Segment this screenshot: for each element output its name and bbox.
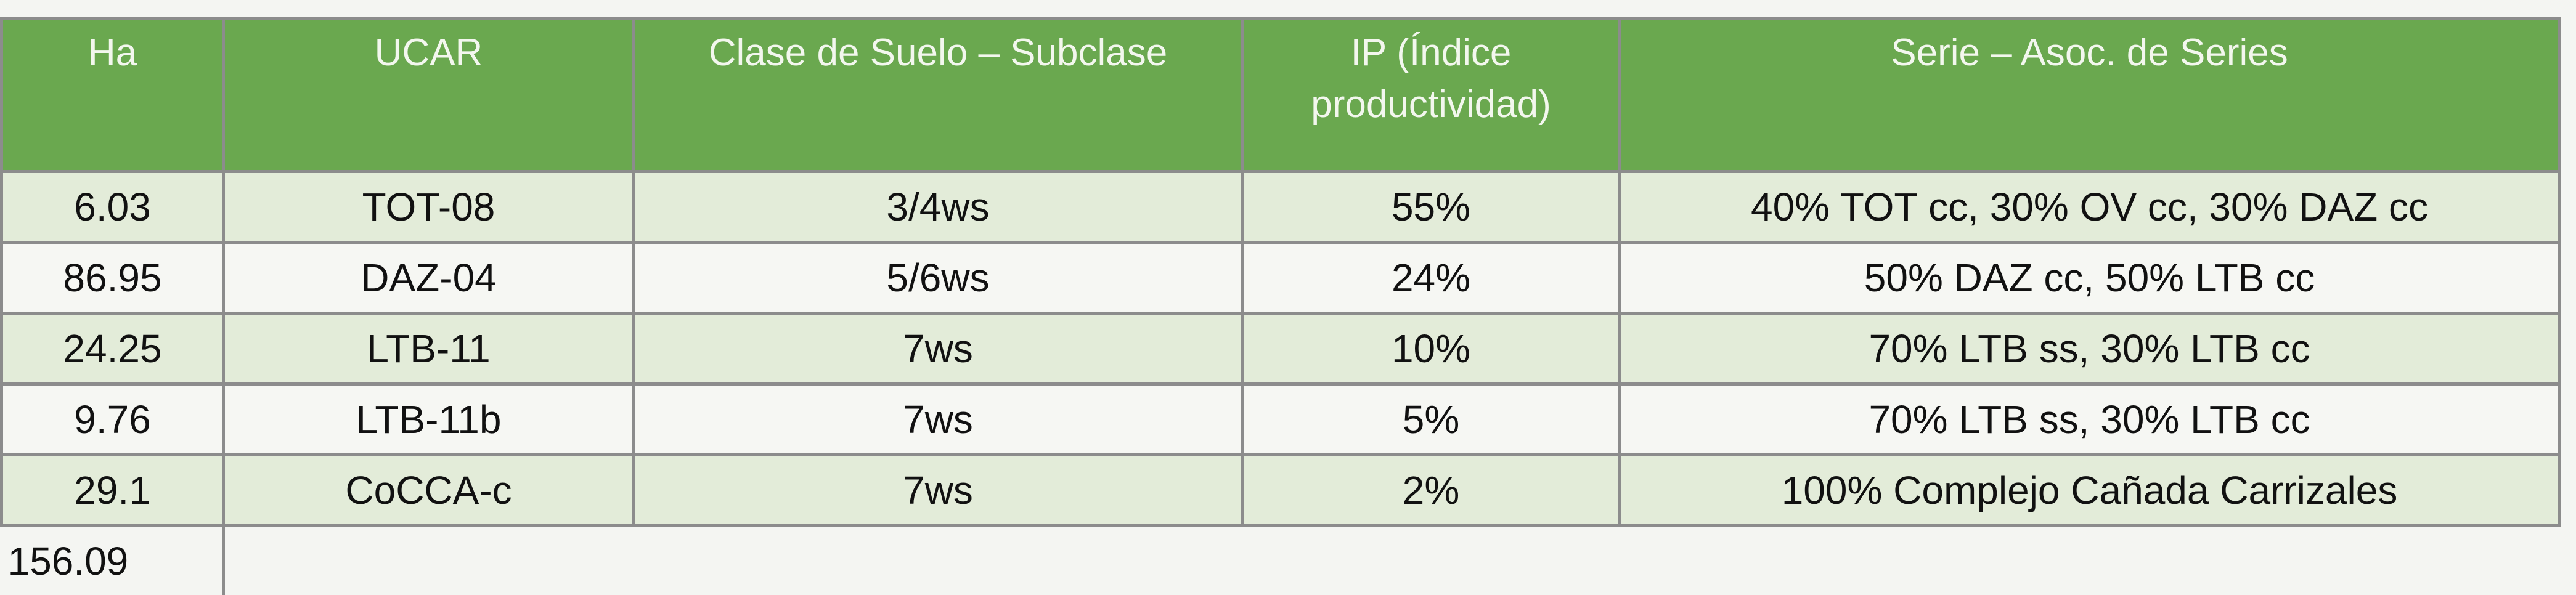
total-cell: 156.09 — [2, 526, 224, 595]
header-cell: IP (Índice productividad) — [1242, 18, 1620, 172]
table-cell: 10% — [1242, 314, 1620, 384]
table-cell: 70% LTB ss, 30% LTB cc — [1620, 384, 2559, 455]
table-cell: 24% — [1242, 243, 1620, 314]
header-cell: Serie – Asoc. de Series — [1620, 18, 2559, 172]
table-cell: 7ws — [634, 455, 1242, 526]
table-cell: CoCCA-c — [224, 455, 634, 526]
table-cell: 24.25 — [2, 314, 224, 384]
table-cell: 70% LTB ss, 30% LTB cc — [1620, 314, 2559, 384]
table-cell: 2% — [1242, 455, 1620, 526]
table-cell: 5% — [1242, 384, 1620, 455]
table-cell: 3/4ws — [634, 172, 1242, 243]
table-cell: 5/6ws — [634, 243, 1242, 314]
table-cell: 7ws — [634, 314, 1242, 384]
table-cell: 40% TOT cc, 30% OV cc, 30% DAZ cc — [1620, 172, 2559, 243]
table-cell: 100% Complejo Cañada Carrizales — [1620, 455, 2559, 526]
total-row: 156.09 — [2, 526, 2559, 595]
empty-cell — [634, 526, 1242, 595]
table-cell: 9.76 — [2, 384, 224, 455]
empty-cell — [1620, 526, 2559, 595]
table-cell: LTB-11b — [224, 384, 634, 455]
empty-cell — [224, 526, 634, 595]
table-cell: 86.95 — [2, 243, 224, 314]
header-cell: UCAR — [224, 18, 634, 172]
header-cell: Ha — [2, 18, 224, 172]
header-cell: Clase de Suelo – Subclase — [634, 18, 1242, 172]
table-cell: 6.03 — [2, 172, 224, 243]
table-cell: DAZ-04 — [224, 243, 634, 314]
table-cell: TOT-08 — [224, 172, 634, 243]
table-cell: LTB-11 — [224, 314, 634, 384]
table-cell: 50% DAZ cc, 50% LTB cc — [1620, 243, 2559, 314]
empty-cell — [1242, 526, 1620, 595]
table-cell: 7ws — [634, 384, 1242, 455]
table-cell: 55% — [1242, 172, 1620, 243]
table-cell: 29.1 — [2, 455, 224, 526]
